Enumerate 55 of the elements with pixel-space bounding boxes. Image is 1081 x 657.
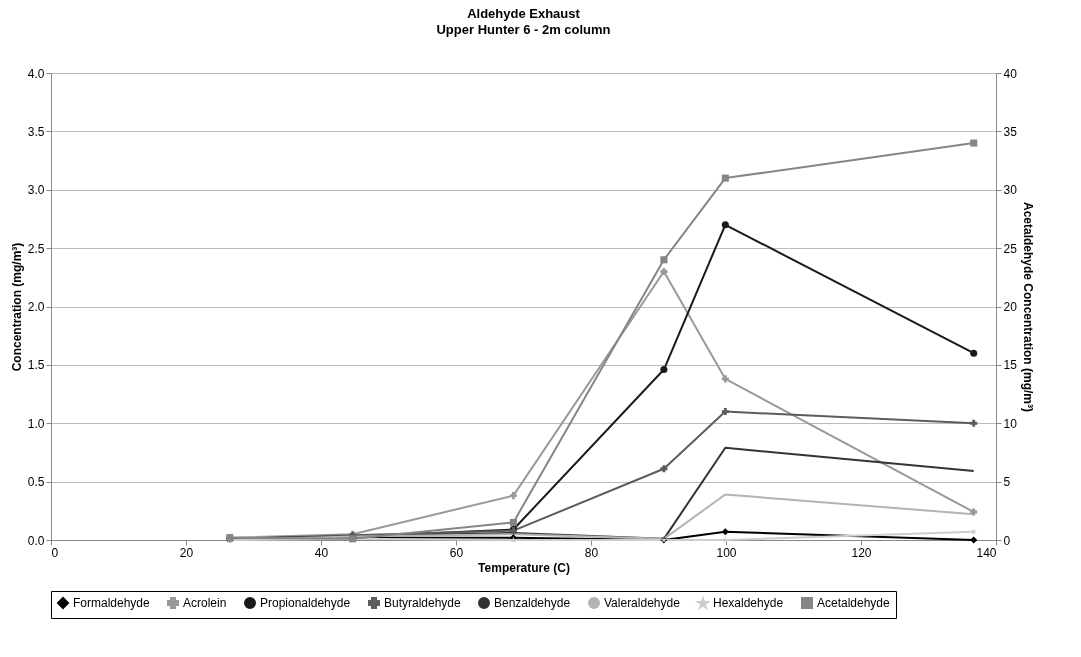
legend-label: Benzaldehyde [494,596,571,610]
y-tick-label: 3.0 [27,183,45,198]
y2-tick-label: 0 [1003,533,1011,548]
point [970,139,978,147]
x-tick-label: 120 [851,545,872,560]
point [721,221,729,229]
y2-tick-label: 35 [1003,124,1018,139]
y-tick-label: 1.0 [27,416,45,431]
y2-tick-label: 15 [1003,358,1018,373]
point [660,465,668,473]
y-axis-title: Concentration (mg/m³) [9,242,24,372]
point [660,256,668,264]
x-tick-label: 100 [716,545,737,560]
x-tick-label: 0 [51,545,59,560]
point [721,408,729,416]
point [509,492,517,500]
y2-axis-title: Acetaldehyde Concentration (mg/m³) [1020,201,1035,413]
y-tick-label: 4.0 [27,66,45,81]
y-tick-label: 2.0 [27,300,45,314]
point [721,528,729,536]
point [970,419,978,427]
y2-tick-label: 5 [1003,475,1011,490]
point [509,518,517,527]
point [660,366,668,374]
point [721,174,729,182]
point [970,349,978,357]
y-tick-label: 0.5 [27,475,45,490]
y-tick-label: 3.5 [27,124,45,139]
x-tick-label: 40 [314,545,329,560]
y2-tick-label: 40 [1003,66,1018,81]
legend-label: Acrolein [183,596,227,610]
x-axis-title: Temperature (C) [478,560,570,575]
y2-tick-label: 10 [1003,416,1018,431]
x-tick-label: 20 [179,545,194,560]
chart-title: Aldehyde Exhaust [467,6,581,21]
x-tick-label: 60 [449,545,464,560]
point [970,508,978,516]
y2-tick-label: 25 [1003,241,1018,256]
y-tick-label: 2.5 [27,241,45,256]
point [721,375,729,383]
chart-subtitle: Upper Hunter 6 - 2m column [436,22,611,37]
y-tick-label: 1.5 [27,358,45,373]
legend-label: Butyraldehyde [384,596,462,610]
x-tick-label: 80 [584,545,599,560]
y-tick-label: 0.0 [27,533,45,548]
y2-tick-label: 30 [1003,183,1018,198]
legend-label: Formaldehyde [73,596,151,610]
point [970,536,978,544]
y2-tick-label: 20 [1003,300,1018,314]
point [660,267,668,276]
legend-label: Propionaldehyde [260,596,351,610]
legend-label: Valeraldehyde [604,596,681,610]
legend-label: Acetaldehyde [817,596,891,610]
x-tick-label: 140 [976,545,997,560]
legend-label: Hexaldehyde [713,596,784,611]
